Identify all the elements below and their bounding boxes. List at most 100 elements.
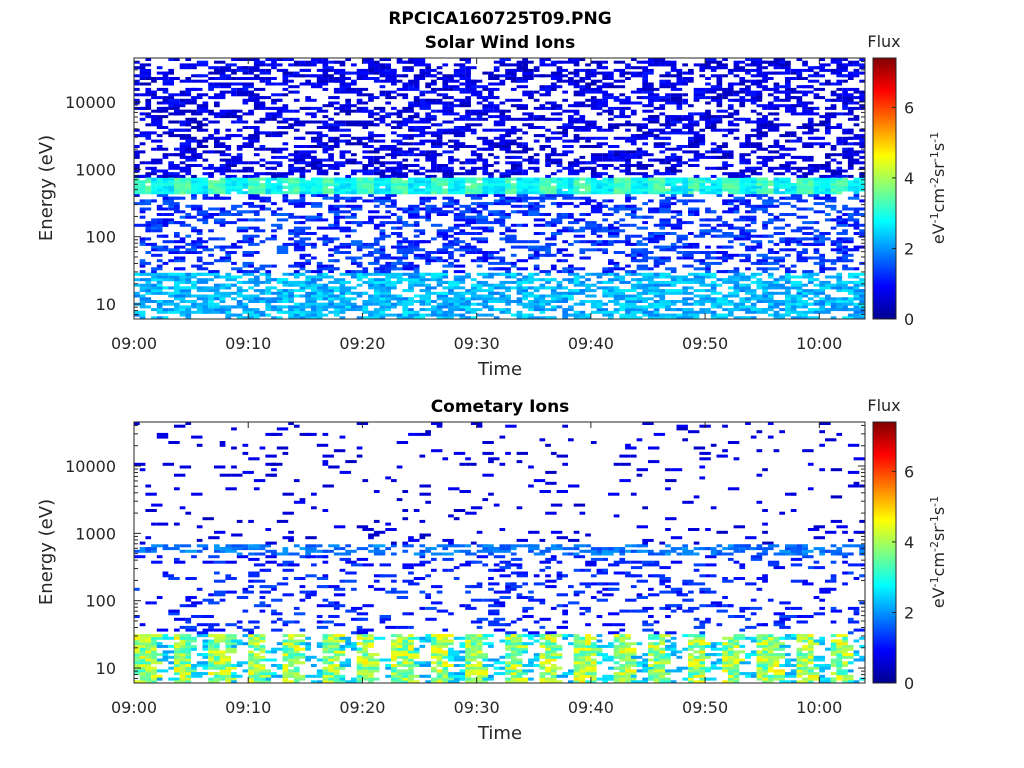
heatmap-cell — [550, 136, 563, 140]
heatmap-cell — [590, 210, 603, 214]
heatmap-cell — [470, 237, 483, 241]
heatmap-cell — [625, 234, 631, 238]
heatmap-cell — [539, 126, 546, 129]
heatmap-cell — [191, 191, 197, 195]
heatmap-cell — [493, 177, 500, 181]
heatmap-cell — [288, 215, 300, 219]
heatmap-cell — [562, 310, 568, 314]
heatmap-cell — [762, 134, 768, 138]
heatmap-cell — [608, 272, 614, 276]
heatmap-cell — [693, 136, 706, 140]
heatmap-cell — [162, 291, 169, 295]
heatmap-cell — [396, 177, 403, 181]
heatmap-cell — [219, 237, 226, 241]
heatmap-cell — [328, 300, 334, 303]
heatmap-cell — [762, 297, 774, 301]
heatmap-cell — [299, 310, 306, 314]
heatmap-cell — [379, 305, 386, 309]
heatmap-cell — [722, 253, 728, 257]
heatmap-cell — [442, 74, 454, 78]
heatmap-cell — [488, 93, 494, 97]
heatmap-cell — [333, 142, 340, 146]
heatmap-cell — [305, 226, 311, 230]
heatmap-cell — [442, 180, 449, 184]
heatmap-cell — [767, 248, 774, 252]
heatmap-cell — [602, 302, 608, 306]
heatmap-cell — [162, 261, 169, 265]
heatmap-cell — [625, 169, 631, 173]
heatmap-cell — [351, 256, 357, 260]
heatmap-cell — [482, 109, 494, 113]
heatmap-cell — [419, 272, 431, 276]
heatmap-cell — [185, 155, 192, 159]
heatmap-cell — [191, 294, 203, 298]
heatmap-cell — [419, 153, 431, 157]
heatmap-cell — [431, 115, 437, 119]
heatmap-cell — [625, 183, 637, 187]
heatmap-cell — [379, 245, 386, 249]
heatmap-cell — [767, 145, 774, 148]
heatmap-cell — [693, 245, 700, 249]
heatmap-cell — [431, 207, 443, 211]
heatmap-cell — [727, 300, 734, 303]
heatmap-cell — [419, 196, 426, 200]
heatmap-cell — [739, 305, 751, 309]
heatmap-cell — [470, 259, 477, 263]
heatmap-cell — [236, 169, 249, 173]
heatmap-cell — [745, 291, 757, 295]
heatmap-cell — [162, 174, 174, 178]
heatmap-cell — [522, 183, 534, 187]
heatmap-cell — [585, 90, 597, 94]
heatmap-cell — [516, 169, 523, 173]
heatmap-cell — [225, 316, 232, 320]
heatmap-cell — [174, 188, 180, 192]
heatmap-cell — [482, 87, 489, 91]
heatmap-cell — [214, 96, 226, 100]
heatmap-cell — [299, 253, 311, 257]
heatmap-cell — [630, 185, 637, 189]
heatmap-cell — [311, 58, 323, 61]
heatmap-cell — [482, 139, 489, 143]
heatmap-cell — [465, 172, 477, 176]
heatmap-cell — [727, 310, 734, 314]
heatmap-cell — [219, 188, 226, 192]
heatmap-cell — [214, 180, 220, 184]
heatmap-cell — [248, 161, 260, 165]
heatmap-cell — [333, 185, 340, 189]
heatmap-cell — [516, 297, 523, 301]
heatmap-cell — [333, 313, 340, 317]
heatmap-cell — [465, 161, 471, 165]
heatmap-cell — [750, 316, 757, 320]
heatmap-cell — [225, 286, 232, 290]
heatmap-cell — [385, 280, 391, 284]
heatmap-cell — [710, 291, 723, 295]
heatmap-cell — [579, 90, 586, 94]
heatmap-cell — [282, 126, 294, 129]
heatmap-cell — [311, 193, 323, 197]
heatmap-cell — [322, 196, 329, 200]
heatmap-cell — [425, 174, 437, 178]
heatmap-cell — [236, 218, 249, 222]
heatmap-cell — [745, 58, 751, 61]
heatmap-cell — [556, 106, 563, 110]
heatmap-cell — [339, 74, 346, 78]
heatmap-cell — [168, 302, 174, 306]
heatmap-cell — [402, 153, 409, 157]
heatmap-cell — [225, 169, 232, 173]
heatmap-cell — [391, 139, 403, 143]
heatmap-cell — [619, 302, 626, 306]
heatmap-cell — [185, 150, 197, 154]
heatmap-cell — [145, 177, 152, 181]
heatmap-cell — [288, 297, 294, 301]
heatmap-cell — [653, 300, 660, 303]
heatmap-cell — [391, 106, 397, 110]
heatmap-cell — [602, 109, 614, 113]
heatmap-cell — [276, 63, 283, 67]
heatmap-cell — [779, 134, 791, 138]
heatmap-cell — [499, 202, 511, 206]
heatmap-cell — [767, 213, 774, 216]
heatmap-cell — [585, 272, 591, 276]
heatmap-cell — [482, 112, 489, 116]
heatmap-cell — [385, 313, 397, 317]
heatmap-cell — [339, 272, 351, 276]
